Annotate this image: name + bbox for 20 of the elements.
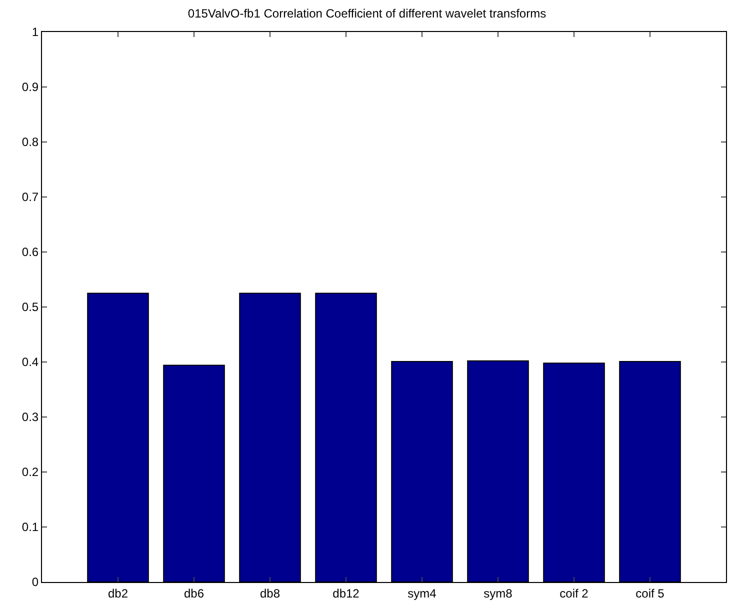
x-tick-label: db8 xyxy=(260,586,280,600)
x-tick-label: sym4 xyxy=(408,586,437,600)
y-tick-label: 0.1 xyxy=(22,520,39,534)
y-tick-label: 0.6 xyxy=(22,245,39,260)
x-tick-label: db2 xyxy=(108,586,128,600)
y-tick-label: 0.5 xyxy=(22,300,39,314)
x-tick-label: db6 xyxy=(184,586,204,600)
y-tick-label: 0 xyxy=(32,575,39,590)
y-tick-label: 0.2 xyxy=(22,465,39,480)
x-tick-label: coif 2 xyxy=(560,586,589,600)
x-tick-label: db12 xyxy=(332,586,360,600)
y-tick-label: 0.3 xyxy=(22,410,39,424)
x-tick-label: sym8 xyxy=(484,586,513,600)
chart-title: 015ValvO-fb1 Correlation Coefficient of different wavelet transforms xyxy=(188,6,546,21)
y-tick-label: 0.4 xyxy=(22,355,39,370)
x-tick-label: coif 5 xyxy=(636,586,665,600)
y-tick-label: 0.7 xyxy=(22,190,39,204)
y-tick-label: 0.9 xyxy=(22,80,39,94)
y-tick-label: 0.8 xyxy=(22,135,39,150)
y-tick-label: 1 xyxy=(32,25,39,40)
